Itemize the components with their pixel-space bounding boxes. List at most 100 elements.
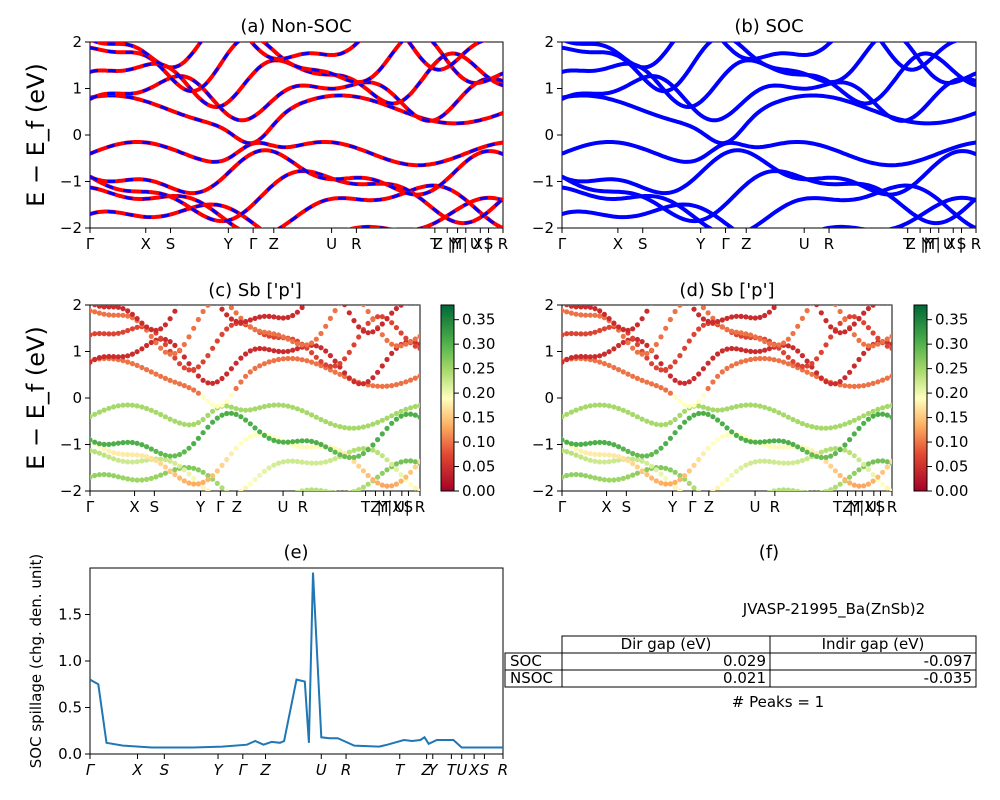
projected-point [375,383,381,389]
x-tick-label: Y | X [448,235,483,253]
projected-point [290,355,296,362]
projected-point [332,308,338,314]
projected-point [224,371,230,377]
projected-point [186,465,192,471]
projected-point [389,461,395,467]
colorbar [913,304,928,492]
projected-point [814,296,819,301]
projected-point [856,415,862,421]
projected-point [851,431,857,437]
projected-point [139,320,145,326]
projected-point [601,477,608,483]
projected-point [823,488,829,491]
projected-point [346,449,352,455]
projected-point [87,300,92,305]
projected-point [417,373,420,379]
projected-point [583,473,589,479]
projected-point [186,334,192,340]
projected-point [266,330,272,336]
projected-point [365,423,371,429]
projected-point [181,354,187,360]
band-line [90,183,503,228]
projected-point [408,377,414,383]
projected-point [313,354,319,360]
projected-point [115,403,121,409]
projected-point [762,458,768,464]
projected-point [583,331,589,337]
projected-point [667,420,674,426]
projected-point [776,410,782,416]
projected-point [96,310,102,316]
projected-point [172,471,178,478]
y-tick-label: 2 [72,296,82,314]
projected-point [562,308,565,314]
projected-point [205,488,211,491]
projected-point [823,425,829,431]
table-cell: 0.029 [723,652,766,670]
projected-point [738,465,744,471]
y-label-spillage: SOC spillage (chg. den. unit) [27,554,45,769]
projected-point [111,331,117,337]
projected-point [696,456,702,463]
projected-point [313,440,319,446]
projected-point [562,474,565,480]
projected-point [880,411,886,417]
projected-point [351,454,357,460]
projected-point [290,404,296,410]
projected-point [842,442,848,448]
projected-point [884,343,890,349]
projected-point [389,341,395,347]
projected-point [177,475,183,481]
projected-point [375,449,381,456]
projected-point [828,425,834,431]
projected-point [351,458,357,464]
panel-d-projected-bands [562,296,892,491]
projected-point [144,457,150,463]
projected-point [370,442,376,448]
projected-point [247,369,253,375]
projected-point [327,353,333,359]
projected-point [252,346,258,352]
projected-point [814,305,820,308]
projected-point [351,342,357,348]
projected-point [379,383,385,389]
projected-point [837,379,843,385]
projected-point [649,420,655,426]
projected-point [865,461,872,467]
projected-point [880,405,886,411]
projected-point [201,284,206,289]
projected-point [875,458,881,464]
x-tick-label: S [638,235,648,253]
projected-point [616,405,622,412]
projected-point [266,403,272,409]
projected-point [809,371,815,377]
projected-point [360,305,366,307]
projected-point [271,402,277,408]
projected-point [781,487,787,491]
projected-point [842,383,848,389]
projected-point [181,365,187,371]
projected-point [729,328,735,334]
projected-point [748,348,754,354]
projected-point [606,316,612,322]
projected-point [346,310,352,316]
projected-point [360,445,366,452]
projected-point [856,356,862,363]
projected-point [724,365,730,371]
projected-point [856,315,862,322]
projected-point [776,438,782,444]
x-tick-label: R [498,761,508,779]
projected-point [101,407,107,413]
projected-point [823,447,829,453]
projected-point [814,453,820,460]
projected-point [162,464,168,470]
projected-point [573,471,579,478]
projected-point [92,356,98,362]
x-tick-label: U | [470,235,491,253]
x-tick-label: U [456,761,467,779]
projected-point [573,331,579,337]
projected-point [318,363,324,369]
projected-point [360,450,366,457]
projected-point [818,375,824,381]
projected-point [592,358,598,364]
